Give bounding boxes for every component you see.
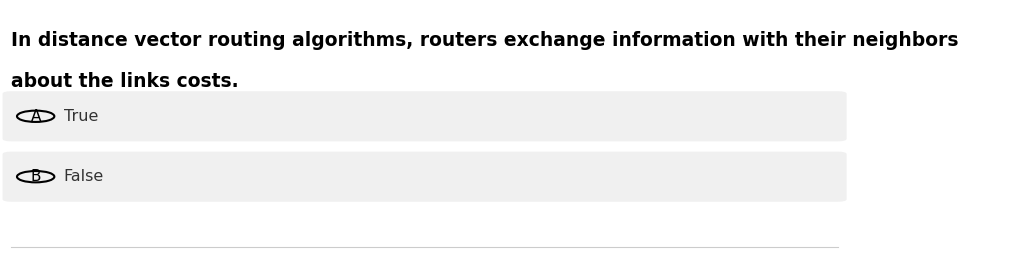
Circle shape <box>17 111 54 122</box>
Circle shape <box>17 171 54 182</box>
Text: True: True <box>64 109 98 124</box>
FancyBboxPatch shape <box>3 91 847 141</box>
Text: about the links costs.: about the links costs. <box>11 72 238 91</box>
Text: A: A <box>31 109 41 124</box>
Text: B: B <box>31 169 41 184</box>
FancyBboxPatch shape <box>3 152 847 202</box>
Text: In distance vector routing algorithms, routers exchange information with their n: In distance vector routing algorithms, r… <box>11 31 959 50</box>
Text: False: False <box>64 169 104 184</box>
